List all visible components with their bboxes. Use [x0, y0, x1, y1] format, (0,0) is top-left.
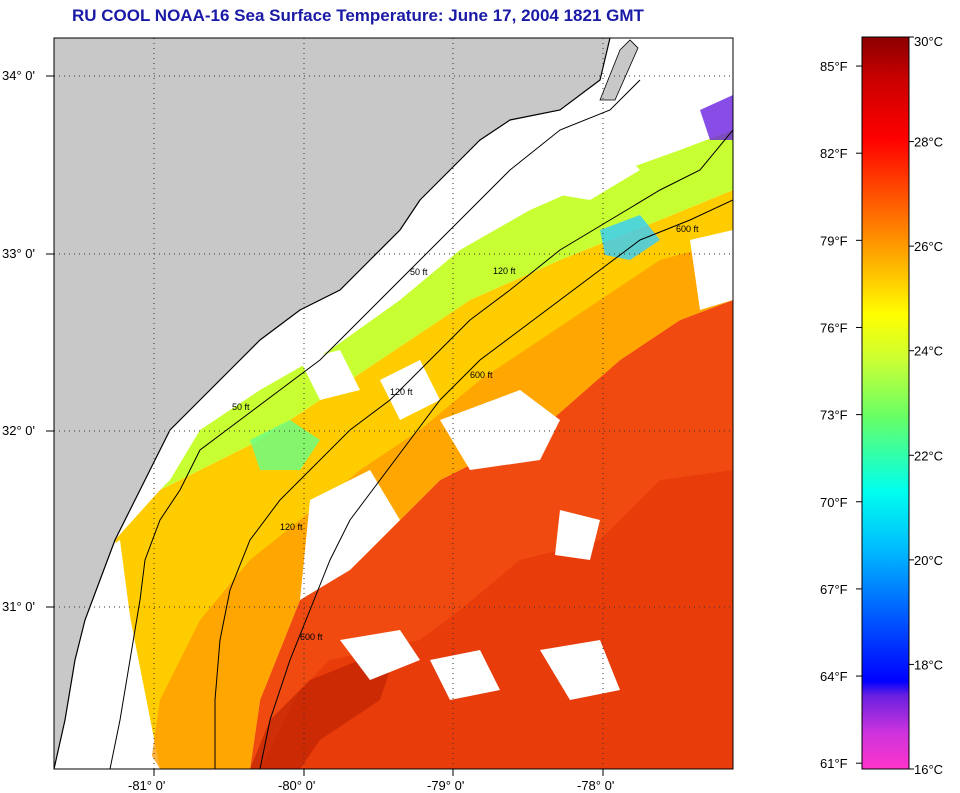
deep-red-band: [250, 640, 400, 769]
contour-label-50ft: 50 ft: [232, 402, 250, 412]
colorbar-celsius-labels: 30°C 28°C 26°C 24°C 22°C 20°C 18°C 16°C: [914, 34, 943, 777]
lat-tick-32: 32° 0': [2, 423, 35, 438]
cool-patch-2: [600, 215, 660, 260]
contour-label-600ft-3: 600 ft: [300, 632, 323, 642]
colorbar-fahrenheit-label: 64°F: [820, 669, 848, 684]
cool-patch-1: [250, 420, 320, 470]
colorbar-fahrenheit-label: 85°F: [820, 59, 848, 74]
colorbar-celsius-label: 18°C: [914, 657, 943, 672]
colorbar-fahrenheit-label: 76°F: [820, 320, 848, 335]
colorbar-fahrenheit-label: 82°F: [820, 146, 848, 161]
graticule: [54, 38, 733, 769]
colorbar-celsius-label: 24°C: [914, 344, 943, 359]
isobath-600ft: [259, 199, 733, 769]
isobath-120ft: [214, 129, 733, 769]
contour-label-50ft-2: 50 ft: [410, 267, 428, 277]
colorbar-celsius-label: 16°C: [914, 762, 943, 777]
lon-tick-79: -79° 0': [427, 778, 464, 793]
colorbar-celsius-label: 22°C: [914, 448, 943, 463]
colorbar-fahrenheit-label: 67°F: [820, 582, 848, 597]
lon-tick-81: -81° 0': [128, 778, 165, 793]
colorbar-fahrenheit-label: 73°F: [820, 408, 848, 423]
lon-tick-80: -80° 0': [278, 778, 315, 793]
contour-label-120ft-2: 120 ft: [493, 266, 516, 276]
contour-label-120ft-3: 120 ft: [280, 522, 303, 532]
colorbar: [861, 36, 910, 770]
cloud-cover: [54, 130, 733, 769]
barrier-island: [599, 39, 639, 101]
lat-tick-33: 33° 0': [2, 246, 35, 261]
colorbar-fahrenheit-label: 70°F: [820, 495, 848, 510]
isobath-50ft: [109, 79, 641, 769]
colorbar-celsius-label: 20°C: [914, 553, 943, 568]
contour-label-600ft-2: 600 ft: [676, 224, 699, 234]
colorbar-fahrenheit-labels: 85°F 82°F 79°F 76°F 73°F 70°F 67°F 64°F 61°F: [820, 59, 848, 771]
colorbar-ticks: [856, 36, 914, 770]
lat-tick-34: 34° 0': [2, 68, 35, 83]
colorbar-celsius-label: 26°C: [914, 239, 943, 254]
colorbar-celsius-label: 30°C: [914, 34, 943, 49]
colorbar-celsius-label: 28°C: [914, 135, 943, 150]
contour-label-120ft: 120 ft: [390, 387, 413, 397]
coastline: [54, 38, 611, 769]
nearshore-water: [160, 130, 733, 490]
orange-transition: [150, 240, 733, 769]
axis-ticks: [46, 75, 604, 776]
colorbar-fahrenheit-label: 61°F: [820, 756, 848, 771]
lat-tick-31: 31° 0': [2, 599, 35, 614]
cool-patch-3: [700, 95, 733, 140]
lon-tick-78: -78° 0': [577, 778, 614, 793]
contour-label-600ft: 600 ft: [470, 370, 493, 380]
colorbar-fahrenheit-label: 79°F: [820, 233, 848, 248]
chart-title: RU COOL NOAA-16 Sea Surface Temperature:…: [72, 6, 644, 25]
land-mass: [54, 38, 610, 769]
